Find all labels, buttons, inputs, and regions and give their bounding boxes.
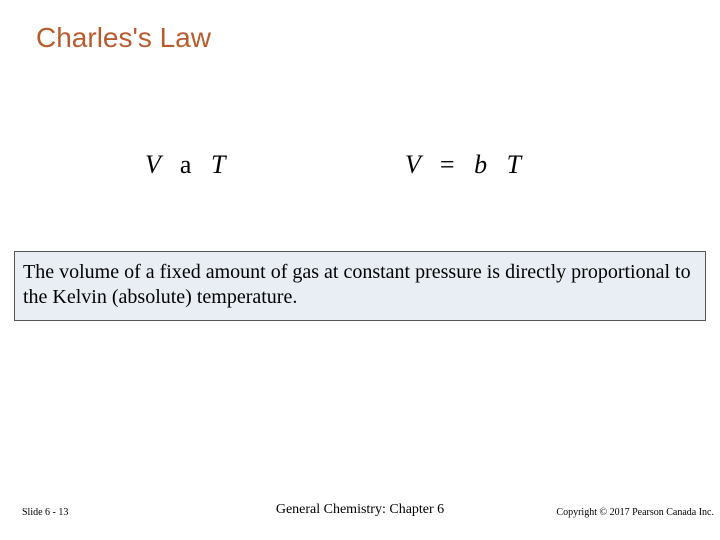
var-v: V [145, 150, 160, 179]
equals-sign: = [440, 150, 455, 179]
var-t: T [211, 150, 225, 179]
space [494, 150, 501, 179]
footer-slide-number: Slide 6 - 13 [22, 507, 68, 518]
statement-text: The volume of a fixed amount of gas at c… [23, 261, 691, 308]
var-b: b [474, 150, 487, 179]
equation-linear: V = b T [405, 150, 521, 180]
space [461, 150, 468, 179]
page-title: Charles's Law [36, 22, 211, 54]
var-t: T [507, 150, 521, 179]
space [427, 150, 434, 179]
footer-copyright: Copyright © 2017 Pearson Canada Inc. [556, 507, 714, 518]
space [167, 150, 174, 179]
footer-chapter: General Chemistry: Chapter 6 [276, 502, 444, 518]
equation-proportional: V a T [145, 150, 225, 180]
var-v: V [405, 150, 420, 179]
statement-box: The volume of a fixed amount of gas at c… [14, 251, 706, 321]
space [198, 150, 205, 179]
proportional-symbol: a [180, 150, 192, 179]
slide: Charles's Law V a T V = b T The volume o… [0, 0, 720, 540]
